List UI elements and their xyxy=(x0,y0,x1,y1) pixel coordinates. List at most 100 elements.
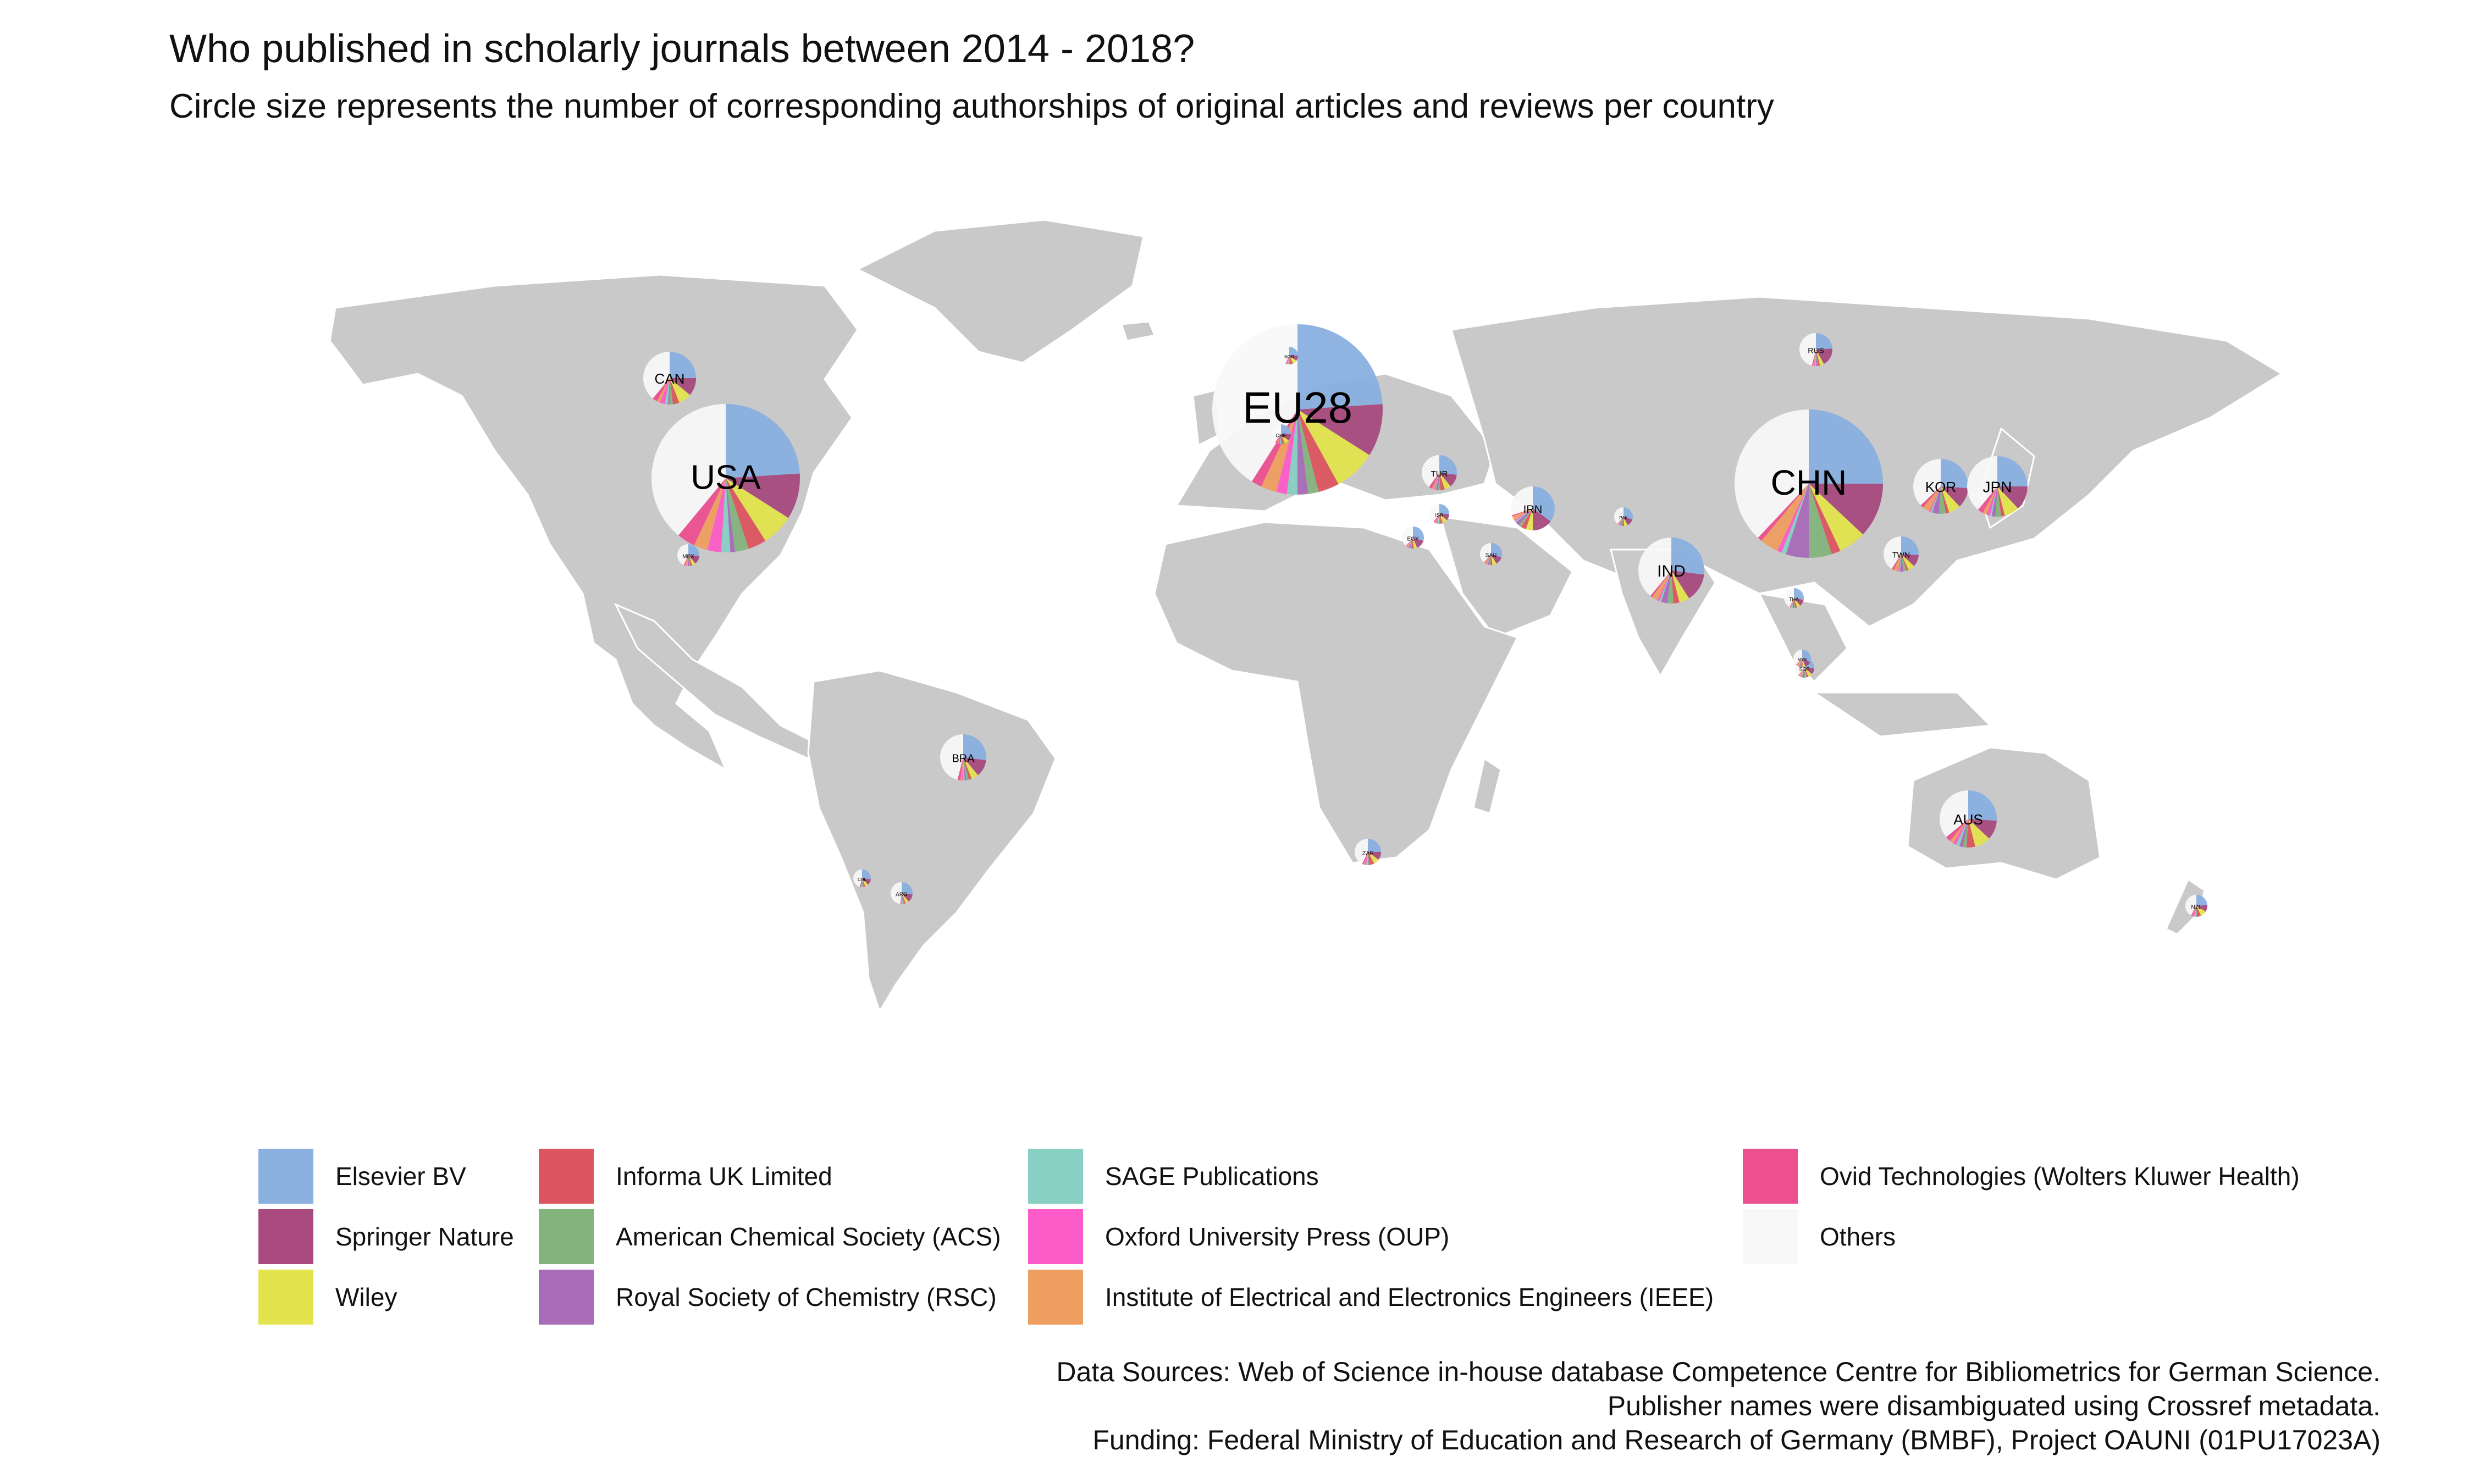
pie-slice xyxy=(1801,658,1803,667)
pie-slice xyxy=(1281,434,1289,444)
pie-slice xyxy=(853,870,862,887)
pie-slice xyxy=(1491,543,1502,558)
pie-slice xyxy=(902,893,909,904)
pie-slice xyxy=(1368,852,1381,860)
pie-slice xyxy=(1491,554,1496,565)
pie-slice xyxy=(1439,473,1457,486)
pie-slice xyxy=(1521,508,1533,530)
pie-slice xyxy=(1289,356,1296,364)
pie-slice xyxy=(1289,356,1298,361)
pie-label: NZL xyxy=(2191,905,2202,911)
pie-slice xyxy=(1533,508,1551,530)
pie-slice xyxy=(1939,790,1968,838)
pie-slice xyxy=(1638,538,1671,596)
pie-slice xyxy=(643,352,670,398)
pie-label: MYS xyxy=(1797,657,1807,662)
legend-swatch xyxy=(539,1209,594,1264)
legend-swatch xyxy=(539,1270,594,1325)
pie-slice xyxy=(1932,486,1941,514)
pie-slice xyxy=(1433,514,1439,523)
pie-slice xyxy=(1923,486,1941,512)
pie-che: CHE xyxy=(1271,424,1291,444)
pie-slice xyxy=(1617,517,1623,524)
pie-slice xyxy=(1816,350,1820,366)
pie-slice xyxy=(1286,356,1289,364)
pie-slice xyxy=(1920,486,1941,508)
pie-slice xyxy=(726,478,749,552)
legend-swatch xyxy=(258,1270,313,1325)
pie-slice xyxy=(726,478,735,552)
sources-line: Publisher names were disambiguated using… xyxy=(1607,1391,2381,1421)
pie-slice xyxy=(1281,434,1291,441)
pie-slice xyxy=(1439,514,1443,524)
pie-slice xyxy=(1439,504,1449,514)
pie-slice xyxy=(1514,508,1533,522)
pie-slice xyxy=(1623,507,1633,520)
pie-slice xyxy=(1790,598,1794,608)
pie-slice xyxy=(2196,895,2207,906)
pie-label: NOR xyxy=(1284,355,1294,359)
pie-slice xyxy=(1439,473,1445,490)
pie-slice xyxy=(902,893,903,904)
pie-slice xyxy=(1366,852,1368,865)
pie-slice xyxy=(660,378,670,405)
pie-slice xyxy=(862,878,868,887)
pie-slice xyxy=(963,757,978,779)
legend-item: Informa UK Limited xyxy=(539,1149,832,1204)
pie-slice xyxy=(1671,571,1689,603)
pie-slice xyxy=(665,378,670,405)
pie-slice xyxy=(1289,356,1291,364)
pie-slice xyxy=(1794,598,1804,606)
pie-slice xyxy=(1913,459,1941,506)
pie-label: EGY xyxy=(1407,536,1418,542)
pie-slice xyxy=(1368,852,1370,865)
pie-slice xyxy=(1515,508,1533,523)
legend-item: Springer Nature xyxy=(258,1209,514,1264)
pie-label: CAN xyxy=(655,370,685,387)
pie-slice xyxy=(1901,554,1919,566)
pie-slice xyxy=(1368,852,1374,865)
pie-slice xyxy=(667,378,670,405)
pie-slice xyxy=(1297,409,1319,494)
pie-label: CHN xyxy=(1771,463,1847,502)
pie-slice xyxy=(1783,588,1794,607)
pie-slice xyxy=(1432,473,1439,490)
pie-label: IRN xyxy=(1523,503,1542,516)
pie-chn: CHN xyxy=(1735,409,1883,558)
pie-eu28: EU28 xyxy=(1212,324,1383,495)
pie-slice xyxy=(1809,484,1841,555)
pie-slice xyxy=(860,878,862,887)
pie-slice xyxy=(960,757,963,780)
pie-slice xyxy=(684,555,688,566)
pie-slice xyxy=(1421,455,1439,487)
pie-slice xyxy=(902,893,904,904)
pie-slice xyxy=(1439,455,1457,475)
pie-slice xyxy=(1939,486,1946,514)
pie-slice xyxy=(1930,486,1941,513)
pie-slice xyxy=(1354,839,1368,864)
pie-slice xyxy=(651,404,726,536)
pie-slice xyxy=(1953,819,1968,845)
pie-slice xyxy=(1986,486,1997,516)
pie-slice xyxy=(1802,668,1804,678)
pie-slice xyxy=(1518,508,1533,527)
legend-label: Springer Nature xyxy=(335,1222,514,1251)
legend-swatch xyxy=(258,1149,313,1204)
pie-slice xyxy=(1790,598,1794,607)
pie-slice xyxy=(902,893,913,902)
pie-slice xyxy=(1439,514,1441,524)
pie-label: CHL xyxy=(858,877,867,882)
pie-slice xyxy=(1792,598,1794,608)
pie-slice xyxy=(1997,486,2005,517)
pie-slice xyxy=(1816,350,1818,366)
pie-slice xyxy=(1275,434,1281,444)
pie-label: TWN xyxy=(1892,551,1910,560)
pie-sau: SAU xyxy=(1479,543,1502,565)
pie-slice xyxy=(1516,508,1533,525)
pie-slice xyxy=(694,478,726,550)
pie-slice xyxy=(1661,571,1671,603)
pie-zaf: ZAF xyxy=(1354,839,1381,865)
pie-slice xyxy=(1941,459,1968,489)
pie-slice xyxy=(1816,333,1832,350)
pie-arg: ARG xyxy=(891,882,913,904)
